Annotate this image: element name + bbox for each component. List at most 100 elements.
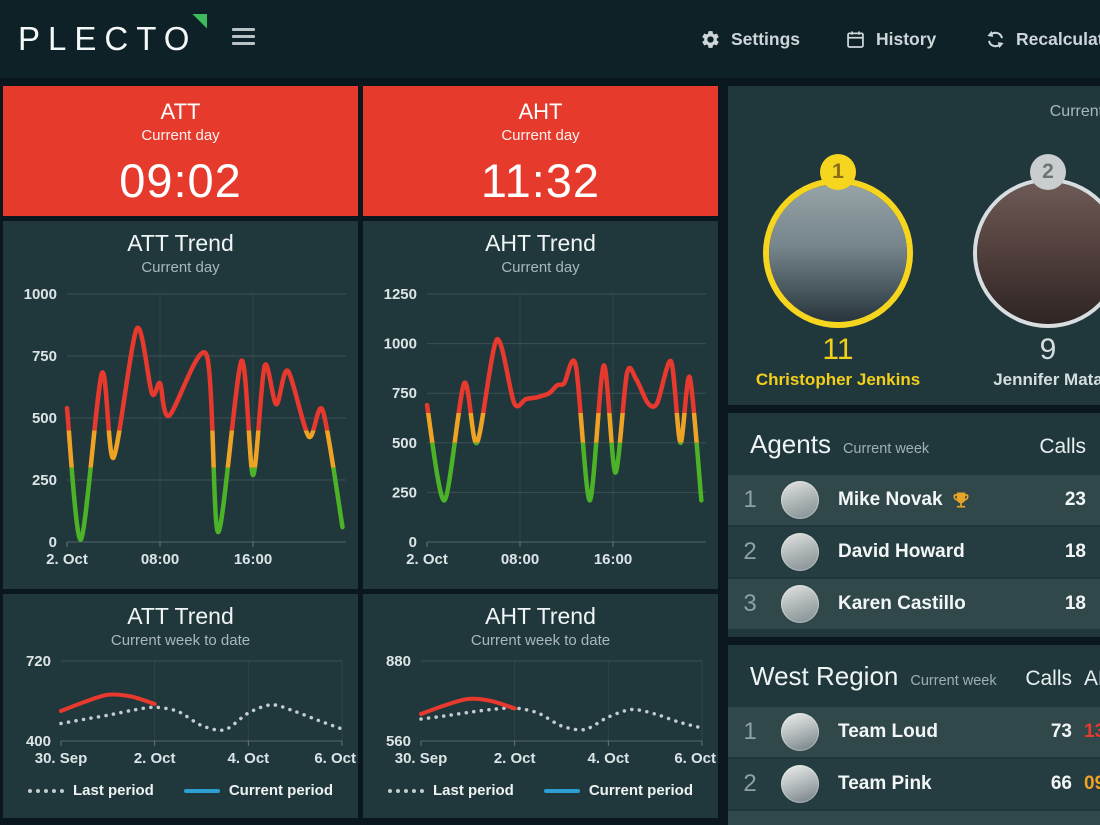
legend-item-last-period: Last period — [387, 782, 514, 799]
plecto-logo: PLECTO — [18, 0, 213, 78]
chart-subtitle: Current day — [141, 259, 220, 276]
leaderboard-entry-1: 1 11 Christopher Jenkins — [733, 154, 943, 390]
svg-text:16:00: 16:00 — [234, 551, 272, 568]
agent-name: David Howard — [838, 541, 965, 562]
chart-title: ATT Trend — [127, 603, 234, 629]
aht-value: 09: — [1084, 773, 1100, 794]
table-row: 1 Mike Novak 23 — [728, 475, 1100, 525]
kpi-subtitle: Current day — [141, 127, 220, 144]
att-day-chart-panel: ATT Trend Current day 0 250 500 750 1000 2. O… — [3, 221, 358, 589]
kpi-value: 11:32 — [480, 154, 601, 207]
agent-name: Karen Castillo — [838, 593, 966, 614]
calendar-icon — [845, 29, 866, 50]
table-row: 2 Team Pink 66 09: — [728, 759, 1100, 809]
rank: 2 — [743, 770, 757, 797]
leaderboard-period: Current month — [1049, 103, 1100, 120]
svg-text:880: 880 — [386, 653, 411, 670]
svg-text:250: 250 — [32, 472, 57, 489]
team-avatar — [781, 765, 819, 803]
legend-label: Current period — [228, 782, 334, 799]
legend-label: Last period — [432, 782, 514, 799]
table-row: 1 Team Loud 73 13: — [728, 707, 1100, 757]
chart-subtitle: Current day — [501, 259, 580, 276]
table-rows: 1 Mike Novak 23 2 David Howard 18 3 — [728, 475, 1100, 629]
legend-label: Current period — [588, 782, 694, 799]
avatar-photo — [769, 184, 907, 322]
chart-title: ATT Trend — [127, 230, 234, 256]
svg-text:750: 750 — [32, 348, 57, 365]
trophy-icon — [951, 490, 971, 510]
svg-text:500: 500 — [32, 410, 57, 427]
history-button[interactable]: History — [845, 0, 936, 78]
calls-value: 18 — [1064, 593, 1086, 614]
leaderboard-score: 11 — [822, 333, 854, 366]
chart-legend: Last period Current period — [3, 782, 358, 799]
table-title: Agents — [750, 429, 831, 459]
chart-title: AHT Trend — [485, 230, 596, 256]
avatar — [781, 585, 819, 623]
svg-text:0: 0 — [409, 534, 417, 551]
rank-badge: 2 — [1030, 154, 1066, 190]
svg-text:30. Sep: 30. Sep — [395, 750, 448, 767]
svg-text:1250: 1250 — [384, 286, 417, 303]
aht-week-chart-panel: AHT Trend Current week to date 560 880 30.… — [363, 594, 718, 818]
calls-value: 23 — [1064, 489, 1086, 510]
refresh-icon — [985, 29, 1006, 50]
svg-text:560: 560 — [386, 733, 411, 750]
svg-text:720: 720 — [26, 653, 51, 670]
kpi-value: 09:02 — [119, 154, 242, 207]
avatar — [763, 178, 913, 328]
team-name: Team Loud — [838, 721, 938, 742]
svg-text:4. Oct: 4. Oct — [587, 750, 629, 767]
calls-value: 18 — [1064, 541, 1086, 562]
table-row-partial — [728, 811, 1100, 825]
aht-day-chart-panel: AHT Trend Current day 0 250 500 750 1000 1250… — [363, 221, 718, 589]
svg-text:4. Oct: 4. Oct — [227, 750, 269, 767]
dotted-line-swatch — [387, 788, 424, 793]
svg-text:2. Oct: 2. Oct — [46, 551, 88, 568]
calls-column-header: Calls — [1025, 667, 1072, 690]
avatar — [781, 533, 819, 571]
team-avatar — [781, 713, 819, 751]
leaderboard-score: 9 — [1039, 333, 1057, 366]
chart-legend: Last period Current period — [363, 782, 718, 799]
topbar: PLECTO Settings History Recalculate — [0, 0, 1100, 78]
table-row: 2 David Howard 18 — [728, 527, 1100, 577]
leaderboard-name: Christopher Jenkins — [755, 370, 921, 389]
settings-label: Settings — [731, 28, 801, 49]
svg-text:6. Oct: 6. Oct — [314, 750, 356, 767]
solid-line-swatch — [543, 788, 580, 793]
logo-text: PLECTO — [18, 20, 198, 57]
chart-title: AHT Trend — [485, 603, 596, 629]
settings-button[interactable]: Settings — [700, 0, 800, 78]
svg-text:250: 250 — [392, 484, 417, 501]
recalculate-button[interactable]: Recalculate — [985, 0, 1100, 78]
svg-text:08:00: 08:00 — [501, 551, 539, 568]
chart-subtitle: Current week to date — [470, 632, 611, 649]
table-period: Current week — [910, 673, 997, 689]
table-rows: 1 Team Loud 73 13: 2 Team Pink 66 09: — [728, 707, 1100, 825]
calls-value: 73 — [1050, 721, 1072, 742]
chart-subtitle: Current week to date — [110, 632, 251, 649]
svg-text:08:00: 08:00 — [141, 551, 179, 568]
dotted-line-swatch — [27, 788, 64, 793]
agent-name: Mike Novak — [828, 489, 1010, 511]
svg-text:400: 400 — [26, 733, 51, 750]
leaderboard-panel: Current month 1 11 Christopher Jenkins 2… — [728, 86, 1100, 405]
avatar-photo — [977, 182, 1100, 324]
svg-text:6. Oct: 6. Oct — [674, 750, 716, 767]
gear-icon — [700, 29, 721, 50]
leaderboard-name: Jennifer Mata — [993, 370, 1100, 389]
rank: 1 — [743, 486, 757, 513]
svg-text:1000: 1000 — [384, 336, 417, 353]
aht-kpi-card: AHT Current day 11:32 — [363, 86, 718, 216]
rank: 3 — [743, 590, 757, 617]
kpi-title: ATT — [160, 99, 201, 124]
history-label: History — [876, 28, 937, 49]
table-title: West Region — [750, 661, 899, 691]
aht-column-header: AHT — [1084, 667, 1100, 690]
avatar — [781, 481, 819, 519]
menu-icon[interactable] — [232, 24, 258, 54]
att-kpi-card: ATT Current day 09:02 — [3, 86, 358, 216]
